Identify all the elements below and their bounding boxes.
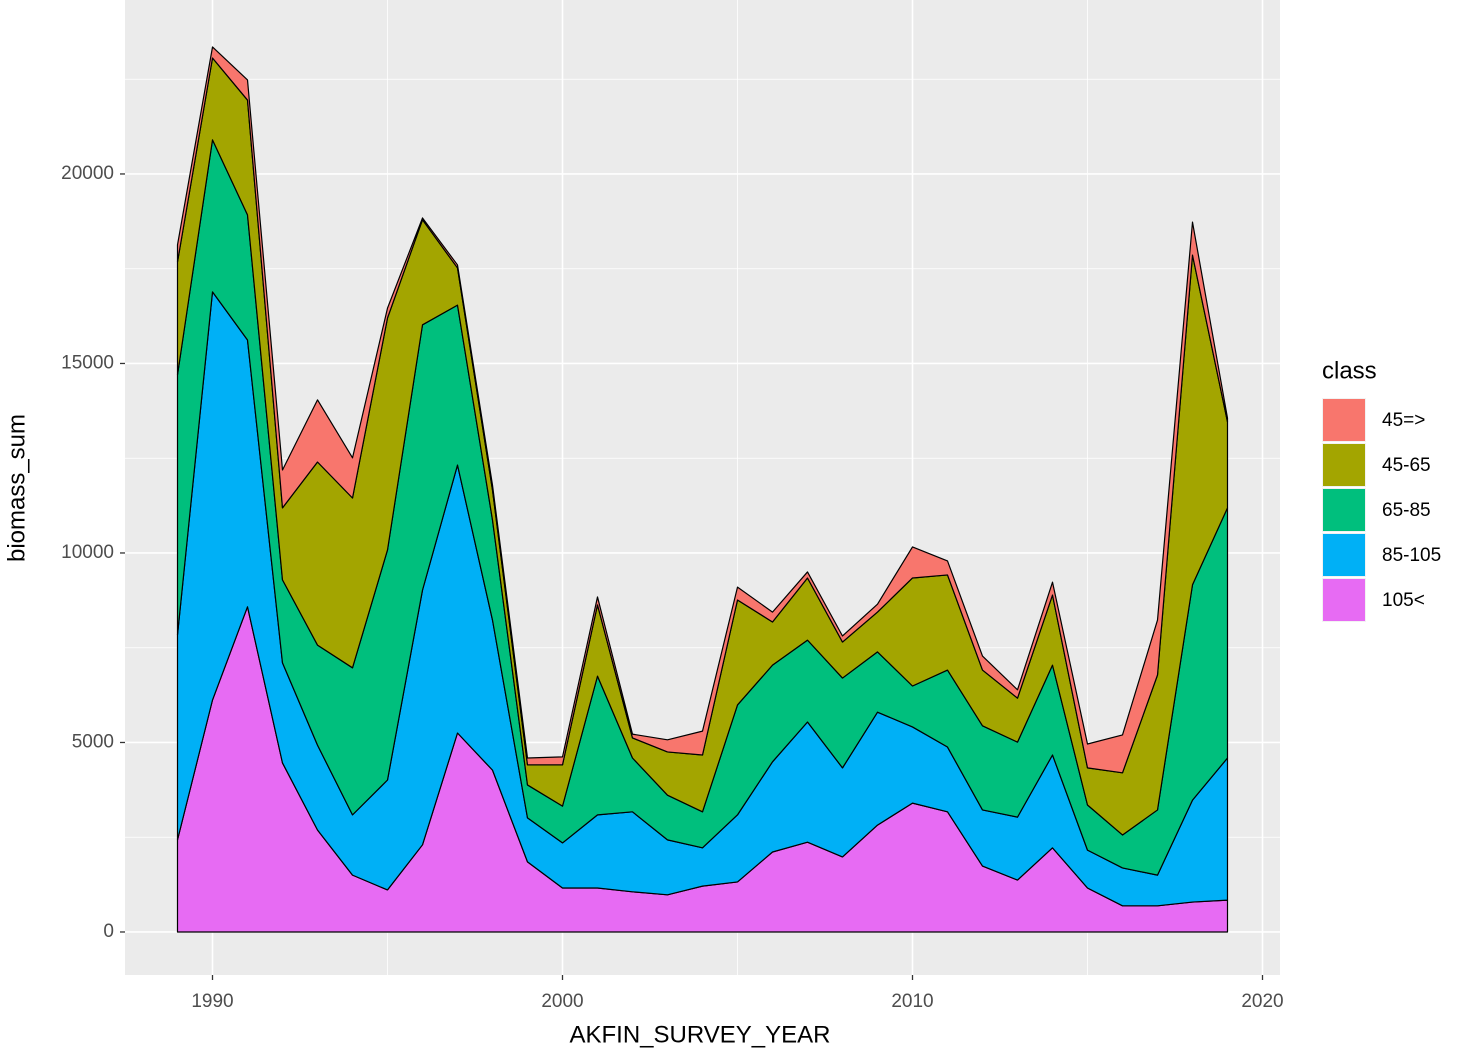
legend-title: class	[1322, 357, 1377, 384]
legend-label: 105<	[1382, 590, 1425, 611]
legend-swatch	[1323, 399, 1365, 441]
area	[176, 46, 1229, 774]
x-tick-label: 2010	[891, 991, 933, 1012]
legend-swatch	[1323, 489, 1365, 531]
y-tick-label: 20000	[61, 163, 114, 184]
y-tick-label: 15000	[61, 352, 114, 373]
legend-label: 45=>	[1382, 410, 1425, 431]
y-tick-label: 5000	[72, 731, 114, 752]
legend-swatch	[1323, 444, 1365, 486]
x-tick-label: 2000	[541, 991, 583, 1012]
legend-label: 65-85	[1382, 500, 1431, 521]
y-tick-label: 10000	[61, 542, 114, 563]
axes: 0 5000 10000 15000 20000 1990 2000 2010 2020	[61, 163, 1283, 1012]
areas	[176, 46, 1229, 933]
x-tick-label: 2020	[1241, 991, 1283, 1012]
legend-label: 85-105	[1382, 545, 1441, 566]
legend: class 45=> 45-65 65-85 85-105 105<	[1322, 357, 1441, 622]
legend-swatch	[1323, 579, 1365, 621]
legend-swatch	[1323, 534, 1365, 576]
y-tick-label: 0	[103, 921, 114, 942]
x-tick-label: 1990	[191, 991, 233, 1012]
x-axis-title: AKFIN_SURVEY_YEAR	[570, 1021, 831, 1048]
legend-label: 45-65	[1382, 455, 1431, 476]
y-axis-title: biomass_sum	[3, 414, 30, 562]
